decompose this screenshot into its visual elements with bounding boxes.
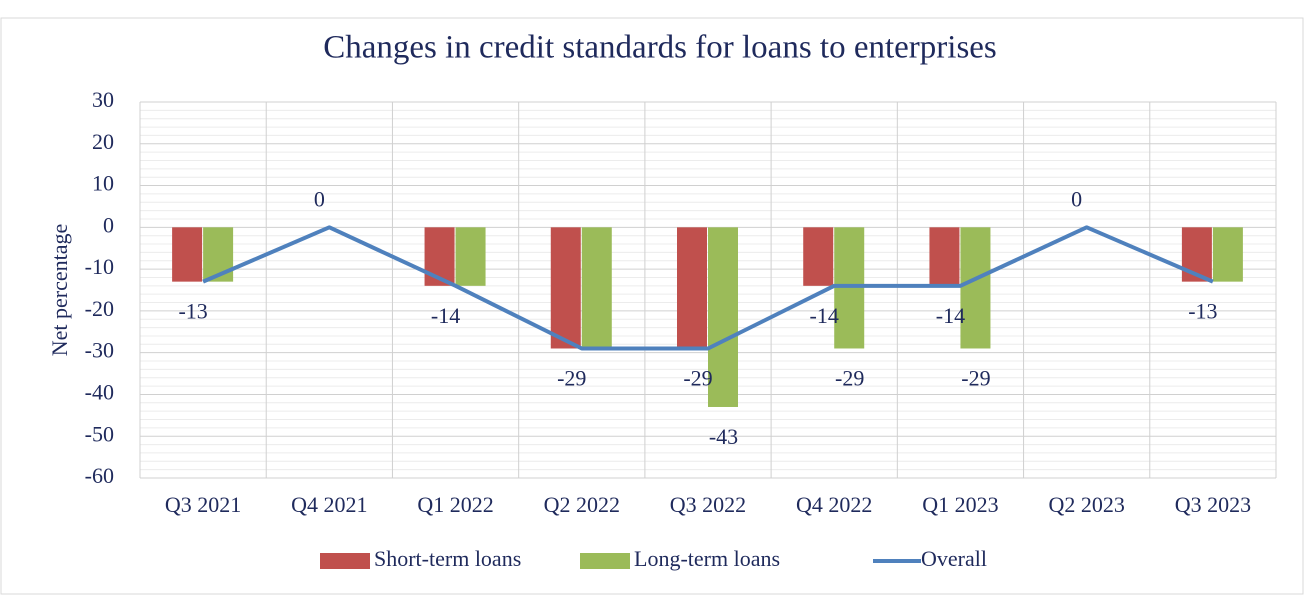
data-label: -14 xyxy=(810,303,839,328)
x-tick-label: Q1 2023 xyxy=(922,492,998,517)
bar xyxy=(834,227,865,349)
data-label: -29 xyxy=(557,366,586,391)
chart-title: Changes in credit standards for loans to… xyxy=(323,30,997,66)
data-label: 0 xyxy=(1071,186,1082,211)
y-tick-label: -10 xyxy=(85,254,114,279)
data-label: -13 xyxy=(178,299,207,324)
data-label: -14 xyxy=(431,303,460,328)
bar xyxy=(803,227,834,286)
x-tick-label: Q1 2022 xyxy=(417,492,493,517)
data-label: -13 xyxy=(1188,299,1217,324)
x-tick-label: Q3 2021 xyxy=(165,492,241,517)
y-tick-label: 0 xyxy=(103,212,114,237)
bar xyxy=(424,227,455,286)
bar xyxy=(1212,227,1243,282)
bar xyxy=(929,227,960,286)
data-label: -43 xyxy=(709,424,738,449)
bar xyxy=(708,227,738,407)
data-label: 0 xyxy=(314,186,325,211)
y-axis-label: Net percentage xyxy=(47,224,72,357)
y-tick-label: -60 xyxy=(85,463,114,488)
legend-swatch xyxy=(580,553,630,569)
y-tick-label: 30 xyxy=(92,87,114,112)
bar xyxy=(960,227,991,349)
line-series xyxy=(202,225,1214,351)
y-tick-label: -20 xyxy=(85,296,114,321)
y-tick-label: -50 xyxy=(85,421,114,446)
data-label: -29 xyxy=(961,366,990,391)
legend-label: Overall xyxy=(921,546,987,571)
y-tick-label: 20 xyxy=(92,129,114,154)
x-tick-label: Q2 2023 xyxy=(1048,492,1124,517)
x-tick-label: Q4 2022 xyxy=(796,492,872,517)
data-label: -29 xyxy=(835,366,864,391)
bar xyxy=(581,227,612,349)
chart-frame xyxy=(0,17,1304,595)
x-tick-label: Q3 2022 xyxy=(670,492,746,517)
legend-label: Long-term loans xyxy=(634,546,780,571)
bar xyxy=(550,227,581,349)
y-tick-label: 10 xyxy=(92,171,114,196)
data-label: -14 xyxy=(936,303,965,328)
x-tick-label: Q2 2022 xyxy=(544,492,620,517)
legend-swatch xyxy=(320,553,370,569)
bar xyxy=(677,227,707,349)
data-label: -29 xyxy=(683,366,712,391)
x-tick-label: Q4 2021 xyxy=(291,492,367,517)
y-tick-label: -30 xyxy=(85,338,114,363)
x-tick-label: Q3 2023 xyxy=(1175,492,1251,517)
y-tick-label: -40 xyxy=(85,379,114,404)
bar xyxy=(172,227,203,282)
bar xyxy=(455,227,486,286)
legend-label: Short-term loans xyxy=(374,546,521,571)
